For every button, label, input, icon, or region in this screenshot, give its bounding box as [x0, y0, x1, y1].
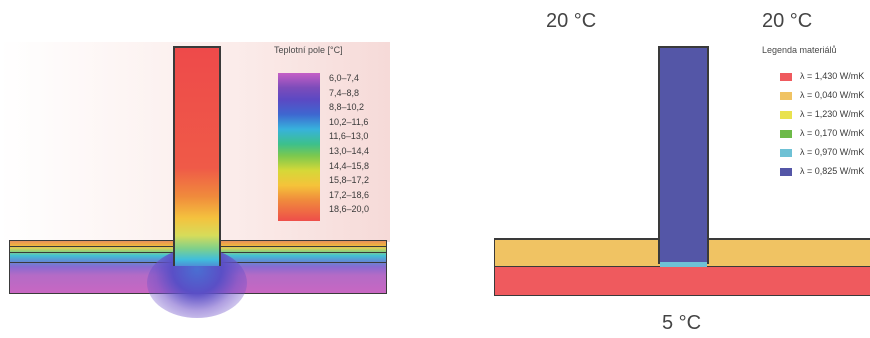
thermal-wall	[173, 46, 221, 266]
material-legend-item: λ = 0,040 W/mK	[780, 90, 870, 102]
interior-temp-right: 20 °C	[762, 10, 813, 32]
wall-footing-layer	[660, 262, 707, 267]
material-legend-item: λ = 0,970 W/mK	[780, 147, 870, 159]
temperature-color-scale	[278, 73, 320, 221]
scale-label: 11,6–13,0	[329, 131, 369, 142]
exterior-temp: 5 °C	[662, 312, 702, 334]
material-swatch	[780, 91, 792, 100]
material-legend-item: λ = 0,170 W/mK	[780, 128, 870, 140]
scale-label: 8,8–10,2	[329, 102, 365, 113]
interior-temp-left: 20 °C	[546, 10, 597, 32]
material-legend-item: λ = 1,230 W/mK	[780, 109, 870, 121]
material-swatch	[780, 148, 792, 157]
material-legend-item: λ = 0,825 W/mK	[780, 166, 870, 178]
material-swatch	[780, 167, 792, 176]
temperature-scale-labels: 6,0–7,4 7,4–8,8 8,8–10,2 10,2–11,6 11,6–…	[329, 71, 399, 217]
material-label: λ = 0,970 W/mK	[800, 147, 865, 157]
scale-label: 13,0–14,4	[329, 145, 370, 156]
material-label: λ = 0,170 W/mK	[800, 128, 865, 138]
materials-legend-title: Legenda materiálů	[762, 45, 837, 55]
scale-label: 14,4–15,8	[329, 160, 370, 171]
material-label: λ = 0,825 W/mK	[800, 166, 865, 176]
material-swatch	[780, 72, 792, 81]
concrete-slab	[494, 266, 870, 296]
scale-label: 10,2–11,6	[329, 116, 369, 127]
scale-label: 17,2–18,6	[329, 189, 370, 200]
masonry-wall	[658, 46, 709, 264]
material-label: λ = 1,230 W/mK	[800, 109, 865, 119]
scale-label: 6,0–7,4	[329, 73, 360, 83]
scale-label: 18,6–20,0	[329, 204, 370, 215]
scale-label: 7,4–8,8	[329, 87, 360, 98]
material-legend-item: λ = 1,430 W/mK	[780, 71, 870, 83]
thermal-legend-title: Teplotní pole [°C]	[274, 45, 343, 55]
scale-label: 15,8–17,2	[329, 175, 370, 186]
material-swatch	[780, 110, 792, 119]
material-label: λ = 0,040 W/mK	[800, 90, 865, 100]
material-swatch	[780, 129, 792, 138]
material-label: λ = 1,430 W/mK	[800, 71, 865, 81]
